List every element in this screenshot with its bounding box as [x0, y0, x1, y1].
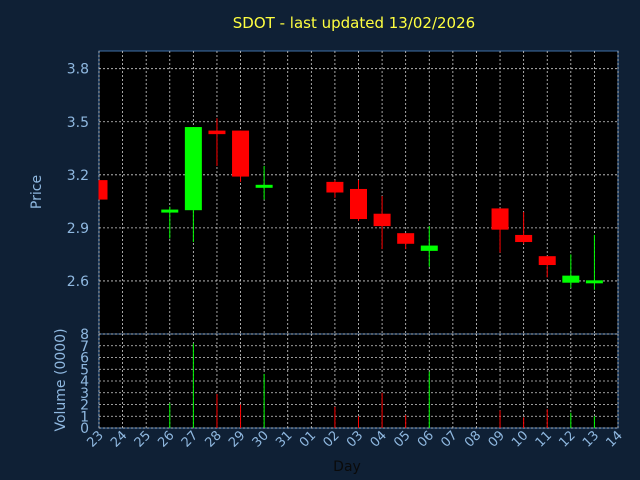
- x-tick-label: 25: [132, 428, 154, 450]
- x-tick-label: 09: [486, 428, 508, 450]
- x-tick-label: 27: [179, 428, 201, 450]
- candle-body: [161, 209, 179, 213]
- price-tick-label: 2.9: [67, 221, 89, 237]
- x-tick-label: 01: [297, 428, 319, 450]
- candle-body: [538, 256, 556, 266]
- x-tick-label: 14: [604, 428, 626, 450]
- volume-tick-label: 5: [80, 362, 89, 378]
- candle-body: [208, 130, 226, 135]
- candle-body: [232, 130, 250, 177]
- candle-body: [326, 181, 344, 193]
- chart-title: SDOT - last updated 13/02/2026: [232, 14, 476, 32]
- candle-body: [255, 184, 273, 188]
- x-tick-label: 02: [320, 428, 342, 450]
- price-tick-label: 3.8: [67, 62, 89, 78]
- price-tick-label: 3.5: [67, 115, 89, 131]
- price-tick-label: 3.2: [67, 168, 89, 184]
- candle-body: [515, 234, 533, 243]
- x-tick-labels: 23 24 25 26 27 28 29 30 31 01 02 03 04 05 06 07 08 09 10 11…: [85, 428, 626, 450]
- price-axis-label: Price: [29, 175, 45, 209]
- volume-tick-label: 1: [80, 409, 89, 425]
- x-tick-label: 24: [108, 428, 130, 450]
- candle-body: [99, 180, 108, 200]
- volume-tick-label: 7: [80, 339, 89, 355]
- x-tick-label: 29: [226, 428, 248, 450]
- x-tick-label: 26: [155, 428, 177, 450]
- candle-body: [397, 233, 415, 244]
- x-tick-label: 08: [462, 428, 484, 450]
- price-tick-labels: 2.6 2.9 3.2 3.5 3.8: [67, 62, 89, 290]
- x-tick-label: 07: [438, 428, 460, 450]
- volume-tick-label: 4: [80, 374, 89, 390]
- volume-tick-label: 6: [80, 351, 89, 367]
- candle-body: [373, 213, 391, 227]
- volume-bars: [169, 343, 595, 428]
- x-tick-label: 05: [391, 428, 413, 450]
- x-tick-label: 12: [556, 428, 578, 450]
- x-tick-label: 13: [580, 428, 602, 450]
- candle-body: [562, 275, 580, 283]
- price-candles: [98, 118, 603, 290]
- volume-tick-label: 0: [80, 421, 89, 437]
- volume-axis-label: Volume (0000): [53, 328, 69, 431]
- candle-body: [420, 245, 438, 251]
- x-tick-label: 30: [250, 428, 272, 450]
- candle-body: [184, 127, 202, 211]
- x-tick-label: 11: [533, 428, 555, 450]
- x-tick-label: 31: [273, 428, 295, 450]
- candle-body: [491, 208, 509, 230]
- x-tick-label: 04: [368, 428, 390, 450]
- volume-tick-label: 8: [80, 327, 89, 343]
- x-tick-label: 03: [344, 428, 366, 450]
- candle-body: [350, 188, 367, 220]
- volume-grid: [98, 333, 619, 429]
- x-tick-label: 06: [415, 428, 437, 450]
- price-tick-label: 2.6: [67, 274, 89, 290]
- x-axis-label: Day: [333, 459, 361, 475]
- volume-tick-label: 3: [80, 386, 89, 402]
- x-tick-label: 28: [202, 428, 224, 450]
- volume-tick-label: 2: [80, 398, 89, 414]
- candle-body: [585, 280, 603, 284]
- price-panel: 2.6 2.9 3.2 3.5 3.8: [67, 50, 619, 335]
- x-tick-label: 10: [509, 428, 531, 450]
